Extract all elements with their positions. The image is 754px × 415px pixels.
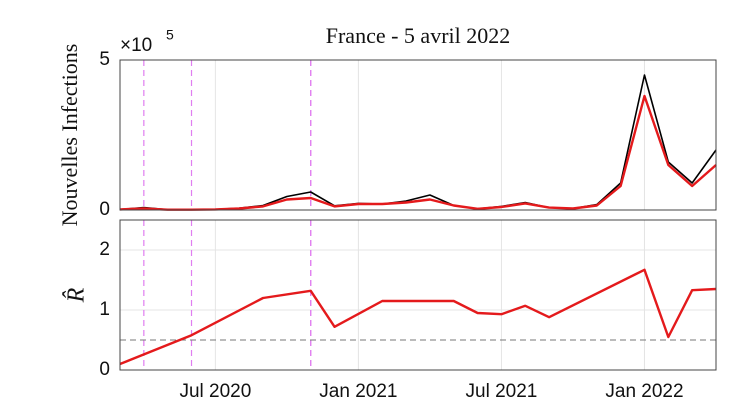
- x-tick-label: Jul 2020: [179, 381, 251, 402]
- plot-frame: [119, 59, 717, 211]
- y-tick-label: 0: [99, 199, 110, 220]
- y-tick-label: 5: [99, 49, 110, 70]
- y-axis-label: Nouvelles Infections: [57, 44, 82, 227]
- y-tick-label: 1: [99, 299, 110, 320]
- x-tick-label: Jan 2021: [319, 381, 397, 402]
- plot-area: [119, 59, 717, 211]
- x-tick-label: Jan 2022: [605, 381, 683, 402]
- x-tick-label: Jul 2021: [466, 381, 538, 402]
- chart-title: France - 5 avril 2022: [326, 23, 511, 48]
- y-axis-label: R̂: [63, 287, 90, 303]
- plot-area: [119, 219, 717, 371]
- data-line: [119, 268, 717, 366]
- y-multiplier-exponent: 5: [166, 27, 174, 43]
- y-tick-label: 2: [99, 239, 110, 260]
- y-multiplier: ×10: [120, 35, 152, 56]
- y-tick-label: 0: [99, 359, 110, 380]
- plot-frame: [119, 219, 717, 371]
- data-line: [119, 94, 717, 211]
